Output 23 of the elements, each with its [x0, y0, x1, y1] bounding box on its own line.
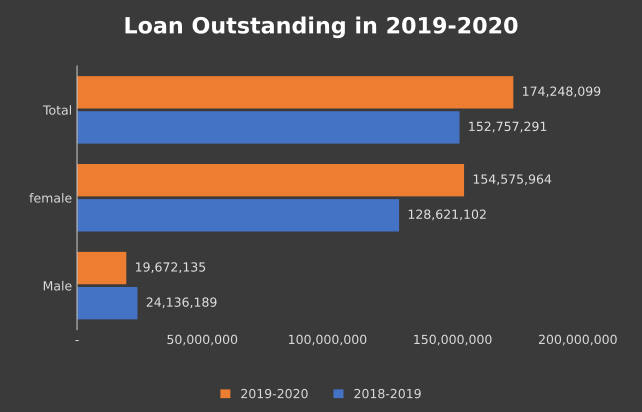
data-label: 128,621,102 — [408, 210, 486, 220]
bar — [77, 164, 464, 196]
x-tick-label: 50,000,000 — [167, 334, 238, 346]
legend-label: 2019-2020 — [241, 388, 308, 398]
x-tick-label: - — [75, 340, 79, 342]
x-tick-label: 200,000,000 — [538, 334, 617, 346]
bar — [77, 252, 126, 284]
x-tick-label: 150,000,000 — [414, 334, 492, 346]
data-label: 154,575,964 — [474, 174, 552, 186]
bar — [77, 287, 138, 320]
y-tick-label: female — [29, 193, 72, 203]
legend-label: 2018-2019 — [354, 388, 421, 398]
data-label: 152,757,291 — [469, 122, 546, 132]
data-label: 24,136,189 — [146, 297, 216, 308]
chart-title: Loan Outstanding in 2019-2020 — [126, 16, 518, 38]
x-tick-label: 100,000,000 — [289, 334, 366, 346]
data-label: 174,248,099 — [523, 86, 600, 98]
y-tick-label: Male — [44, 280, 72, 291]
bar — [77, 76, 514, 108]
y-tick-label: Total — [42, 105, 72, 115]
bar — [77, 111, 460, 144]
bar — [77, 199, 400, 232]
data-label: 19,672,135 — [136, 262, 206, 273]
